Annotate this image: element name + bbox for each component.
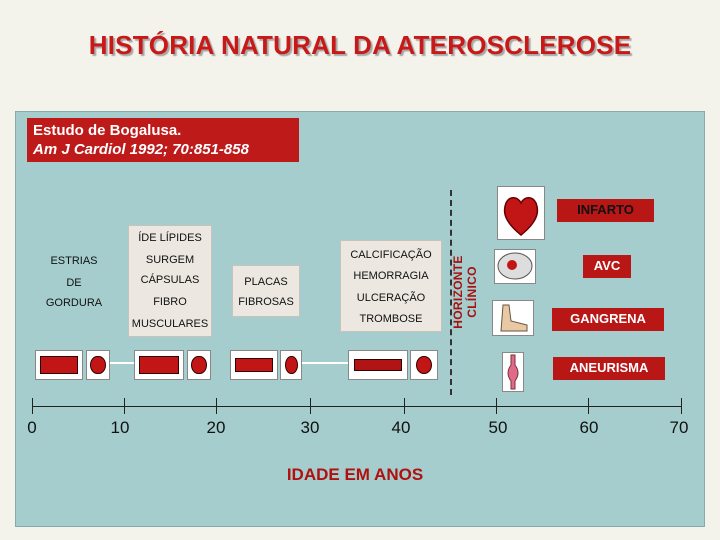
vessel-cross-section — [187, 350, 211, 380]
axis-tick — [124, 398, 125, 414]
clinical-horizon-label: HORIZONTE CLÍNICO — [451, 255, 479, 329]
outcome-infarction: INFARTO — [557, 199, 654, 222]
stage-text: GORDURA — [45, 297, 103, 309]
axis-tick-label: 70 — [669, 418, 689, 437]
vessel-illustration — [230, 350, 278, 380]
stage-fatty-streaks: ESTRIAS DE GORDURA — [36, 245, 112, 315]
axis-tick-label: 10 — [110, 418, 130, 437]
age-axis-title: IDADE EM ANOS — [286, 465, 424, 484]
heart-icon — [497, 186, 545, 240]
stage-text: HEMORRAGIA — [353, 270, 429, 282]
outcome-stroke: AVC — [583, 255, 631, 278]
brain-icon — [494, 249, 536, 284]
axis-tick — [496, 398, 497, 414]
stage-text: CÁPSULAS — [140, 274, 200, 286]
axis-tick — [588, 398, 589, 414]
arrow-icon — [110, 362, 134, 364]
stage-text: PLACAS — [244, 276, 288, 288]
vessel-cross-section — [280, 350, 302, 380]
stage-text: CALCIFICAÇÃO — [350, 249, 432, 261]
axis-tick-label: 20 — [206, 418, 226, 437]
age-axis-line — [32, 406, 682, 407]
vessel-cross-section — [86, 350, 110, 380]
axis-tick-label: 60 — [579, 418, 599, 437]
study-name: Estudo de Bogalusa. — [33, 122, 182, 139]
vessel-illustration — [348, 350, 408, 380]
stage-fibromuscular-caps: ÍDE LÍPIDES SURGEM CÁPSULAS FIBRO MUSCUL… — [128, 225, 212, 337]
stage-fibrous-plaques: PLACAS FIBROSAS — [232, 265, 300, 317]
stage-text: ÍDE LÍPIDES — [138, 232, 202, 244]
aorta-icon — [502, 352, 524, 392]
foot-icon — [492, 300, 534, 336]
axis-tick-label: 30 — [300, 418, 320, 437]
axis-tick — [216, 398, 217, 414]
axis-tick-label: 50 — [488, 418, 508, 437]
stage-text: FIBROSAS — [238, 296, 294, 308]
axis-tick-label: 0 — [27, 418, 37, 437]
vessel-illustration — [134, 350, 184, 380]
arrow-icon — [302, 362, 348, 364]
axis-tick — [404, 398, 405, 414]
study-citation: Estudo de Bogalusa. Am J Cardiol 1992; 7… — [27, 118, 299, 162]
stage-text: FIBRO — [153, 296, 187, 308]
stage-text: ULCERAÇÃO — [356, 292, 426, 304]
study-reference: Am J Cardiol 1992; 70:851-858 — [33, 141, 249, 158]
axis-tick-label: 40 — [391, 418, 411, 437]
stage-complications: CALCIFICAÇÃO HEMORRAGIA ULCERAÇÃO TROMBO… — [340, 240, 442, 332]
axis-tick — [681, 398, 682, 414]
page-title: HISTÓRIA NATURAL DA ATEROSCLEROSE — [88, 30, 632, 60]
vessel-illustration — [35, 350, 83, 380]
outcome-gangrene: GANGRENA — [552, 308, 664, 331]
stage-text: MUSCULARES — [131, 318, 209, 330]
axis-tick — [310, 398, 311, 414]
vessel-cross-section — [410, 350, 438, 380]
axis-tick — [32, 398, 33, 414]
stage-text: SURGEM — [145, 254, 195, 266]
stage-text: TROMBOSE — [359, 313, 423, 325]
clinical-horizon-line — [450, 190, 452, 395]
outcome-aneurysm: ANEURISMA — [553, 357, 665, 380]
stage-text: ESTRIAS — [50, 255, 98, 267]
stage-text: DE — [66, 277, 82, 289]
